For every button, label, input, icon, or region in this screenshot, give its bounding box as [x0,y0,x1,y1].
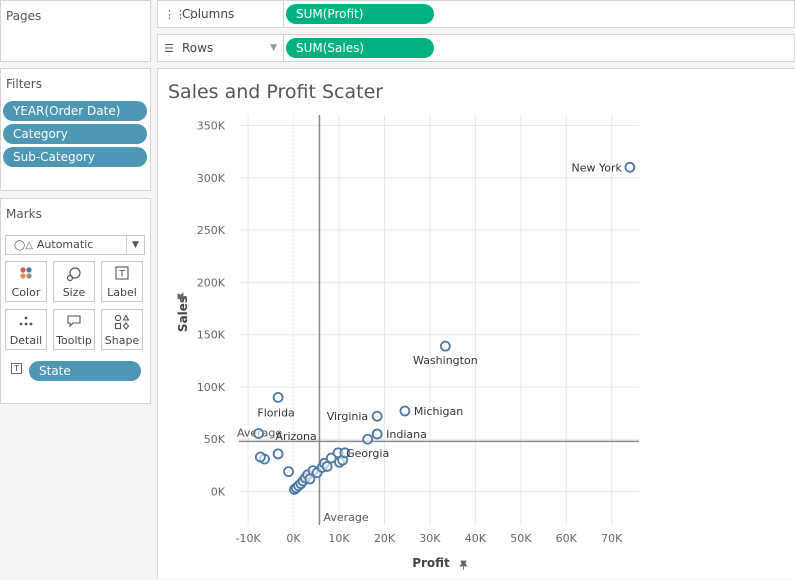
data-point[interactable] [254,451,266,463]
filter-pill-year[interactable]: YEAR(Order Date) [3,101,147,121]
chevron-down-icon[interactable]: ▼ [126,236,144,254]
x-tick-label: 0K [286,532,301,545]
rows-label-text: Rows [182,41,214,55]
point-label: Michigan [414,405,463,418]
columns-shelf-label: ⋮⋮⋮Columns [158,1,284,27]
size-icon [54,266,94,286]
color-button[interactable]: Color [5,261,47,302]
x-tick-label: 10K [328,532,350,545]
marks-title: Marks [6,207,42,221]
filters-card: Filters YEAR(Order Date) Category Sub-Ca… [0,68,151,191]
data-point[interactable] [399,405,411,417]
tooltip-icon [54,314,94,334]
y-tick-label: 350K [197,119,226,132]
y-tick-label: 300K [197,172,226,185]
columns-label-text: Columns [182,7,235,21]
x-average-label: Average [323,511,368,524]
x-tick-label: 20K [374,532,396,545]
pages-title: Pages [6,9,42,23]
tooltip-button[interactable]: Tooltip [53,309,95,350]
x-tick-label: 50K [510,532,532,545]
pin-icon [177,292,187,301]
label-button[interactable]: T Label [101,261,143,302]
gridlines [239,115,639,525]
marks-card: Marks ◯△ Automatic ▼ Color Size T Label D… [0,198,151,404]
shape-button-label: Shape [104,334,140,347]
x-tick-label: 30K [419,532,441,545]
size-button[interactable]: Size [53,261,95,302]
y-tick-label: 150K [197,329,226,342]
y-axis-title: Sales [176,296,190,332]
filter-pill-subcategory[interactable]: Sub-Category [3,147,147,167]
y-tick-label: 0K [211,486,226,499]
data-point[interactable] [362,433,374,445]
point-label: Arizona [275,430,316,443]
x-tick-label: 40K [465,532,487,545]
reference-lines: AverageAverage [237,115,639,525]
data-point[interactable] [371,410,383,422]
color-button-label: Color [11,286,41,299]
data-point[interactable] [339,447,351,459]
data-point[interactable] [321,461,333,472]
point-label: New York [572,161,623,174]
pages-card: Pages [0,0,151,62]
filter-pill-category[interactable]: Category [3,124,147,144]
mark-type-dropdown[interactable]: ◯△ Automatic ▼ [5,235,145,255]
automatic-shapes-icon: ◯△ [14,240,33,251]
shape-icon [102,314,142,334]
point-label: Washington [413,354,478,367]
columns-icon: ⋮⋮⋮ [164,8,197,21]
svg-text:T: T [118,270,125,280]
mark-type-value: Automatic [36,238,94,251]
x-axis-title: Profit [412,556,450,570]
data-point[interactable] [371,428,383,440]
data-point[interactable] [624,161,636,173]
point-label: Virginia [327,410,368,423]
label-button-label: Label [107,286,137,299]
y-tick-label: 100K [197,381,226,394]
x-tick-label: 70K [601,532,623,545]
data-point[interactable] [283,466,294,478]
filters-title: Filters [6,77,42,91]
label-icon: T [102,266,142,286]
y-tick-label: 250K [197,224,226,237]
chart-area: AverageAverage 0K 50K 100K 150K 200K 250K 300K… [157,68,795,579]
text-label-icon: T [11,363,22,374]
detail-button[interactable]: Detail [5,309,47,350]
rows-shelf-label: ☰ Rows ▼ [158,35,284,61]
y-tick-label: 200K [197,276,226,289]
detail-button-label: Detail [9,334,43,347]
data-point[interactable] [253,428,264,439]
point-label: Florida [257,406,294,419]
x-tick-label: -10K [235,532,261,545]
detail-dots-icon [6,314,46,334]
x-tick-label: 60K [556,532,578,545]
size-button-label: Size [62,286,86,299]
color-dots-icon [6,266,46,286]
chevron-down-icon[interactable]: ▼ [270,43,277,53]
data-points[interactable] [253,161,636,495]
columns-pill[interactable]: SUM(Profit) [286,4,434,24]
point-label: Georgia [346,447,389,460]
rows-pill[interactable]: SUM(Sales) [286,38,434,58]
point-label: Indiana [386,428,427,441]
axes: 0K 50K 100K 150K 200K 250K 300K 350K -10K 0K 10K 20… [176,119,623,570]
rows-icon: ☰ [164,42,174,55]
rows-shelf[interactable]: ☰ Rows ▼ SUM(Sales) [157,34,795,62]
data-point[interactable] [325,452,337,464]
data-point[interactable] [272,391,284,403]
y-tick-label: 50K [204,433,226,446]
columns-shelf[interactable]: ⋮⋮⋮Columns SUM(Profit) [157,0,795,28]
state-pill[interactable]: State [29,361,141,381]
data-point[interactable] [272,448,284,460]
shape-button[interactable]: Shape [101,309,143,350]
chart-title: Sales and Profit Scater [168,81,384,103]
point-labels: New York Washington Michigan Virginia Indian… [257,161,622,460]
scatter-plot[interactable]: AverageAverage 0K 50K 100K 150K 200K 250K 300K… [158,69,795,580]
data-point[interactable] [439,340,451,352]
tooltip-button-label: Tooltip [56,334,92,347]
pin-icon [459,560,468,570]
